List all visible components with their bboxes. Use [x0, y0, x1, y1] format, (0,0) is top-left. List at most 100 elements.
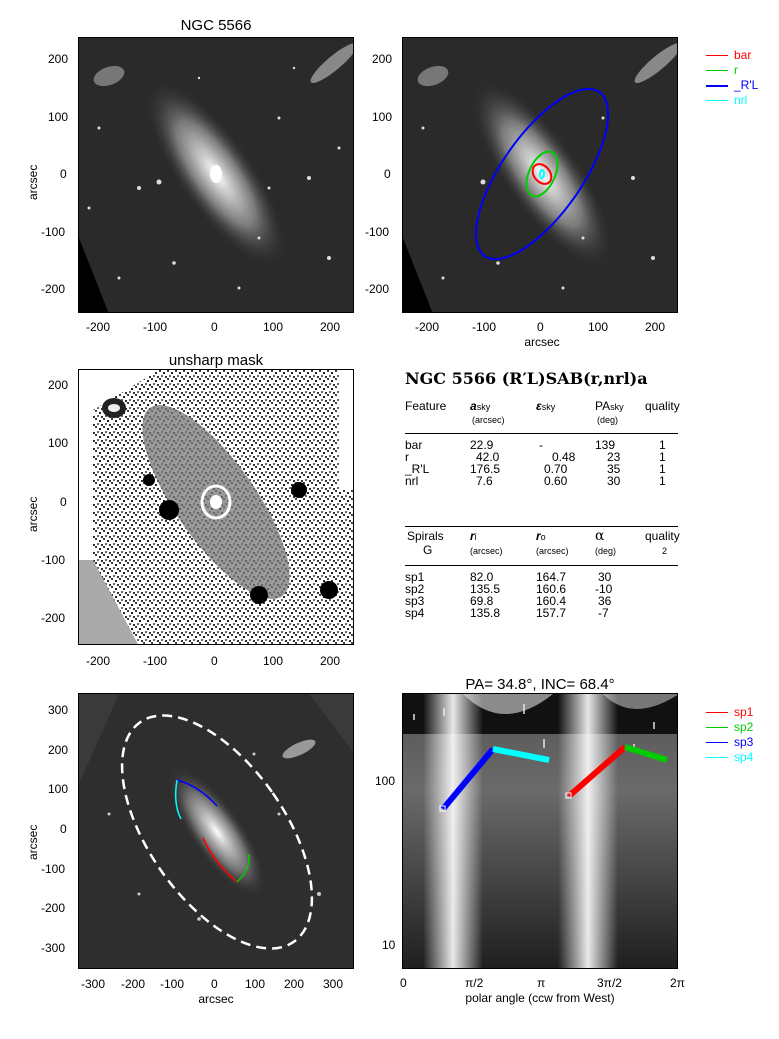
feature-pa: 23: [607, 450, 621, 464]
feature-a: 22.9: [470, 438, 494, 452]
pa-subscript: sky: [610, 402, 624, 412]
disk-outline-ellipse: [120, 714, 314, 950]
y-tick: 200: [372, 52, 393, 66]
feature-eps: 0.60: [544, 474, 568, 488]
x-tick: -200: [415, 320, 440, 334]
feature-name: bar: [405, 438, 423, 452]
spiral-name: sp2: [405, 582, 425, 596]
spiral-ro: 164.7: [536, 570, 567, 584]
star-field: [87, 66, 341, 290]
feature-pa: 139: [595, 438, 616, 452]
spiral-ro: 157.7: [536, 606, 567, 620]
feature-eps: 0.70: [544, 462, 568, 476]
y-axis-label: arcsec: [26, 496, 40, 532]
x-tick: 0: [400, 976, 407, 990]
x-tick: 0: [537, 320, 544, 334]
eps-symbol: ε: [536, 399, 542, 413]
col-header-quality: quality: [645, 529, 680, 543]
ellipse-R-L: [474, 87, 610, 261]
feature-quality: 1: [659, 462, 666, 476]
y-tick: -100: [41, 553, 66, 567]
col-unit-a: (arcsec): [472, 415, 505, 425]
feature-name: r: [405, 450, 409, 464]
feature-name: _R'L: [405, 462, 430, 476]
table-rule: [405, 526, 678, 527]
eps-subscript: sky: [541, 402, 556, 412]
ro-subscript: o: [540, 532, 546, 542]
y-tick: 300: [48, 703, 69, 717]
y-tick: -200: [365, 282, 390, 296]
feature-pa: 35: [607, 462, 621, 476]
x-tick: π/2: [465, 976, 484, 990]
spiral-ri: 135.5: [470, 582, 501, 596]
y-tick: -300: [41, 941, 66, 955]
y-tick: 100: [48, 782, 69, 796]
x-axis-label: arcsec: [198, 992, 234, 1006]
galaxy-ellipse-image: [403, 42, 677, 312]
x-tick: 100: [588, 320, 609, 334]
y-tick: 0: [384, 167, 391, 181]
y-tick: 100: [48, 110, 69, 124]
y-tick: 200: [48, 52, 69, 66]
x-axis-label: arcsec: [524, 335, 560, 349]
x-tick: -300: [81, 977, 106, 991]
y-tick: 100: [375, 774, 396, 788]
spiral-alpha: -7: [598, 606, 609, 620]
legend-label: bar: [734, 48, 752, 62]
col-header-ro: ro: [536, 530, 546, 543]
spiral-ri: 69.8: [470, 594, 494, 608]
spiral-ro: 160.4: [536, 594, 567, 608]
y-tick: -200: [41, 282, 66, 296]
classification-title: NGC 5566 (R′L)SAB(r,nrl)a: [405, 369, 648, 388]
feature-eps: 0.48: [552, 450, 576, 464]
legend-label: r: [734, 63, 738, 77]
galaxy-ellipse-fit-panel: [402, 37, 678, 313]
y-axis-label: arcsec: [26, 824, 40, 860]
spiral-arms-image: [79, 694, 353, 950]
x-tick: -100: [143, 320, 168, 334]
x-tick: 2π: [670, 976, 685, 990]
x-tick: 100: [245, 977, 266, 991]
spiral-arm-sp2: [236, 853, 250, 883]
col-header-quality: quality: [645, 399, 680, 413]
galaxy-image: [79, 42, 353, 312]
x-tick: 0: [211, 977, 218, 991]
spiral-ri: 82.0: [470, 570, 494, 584]
legend-label: sp3: [734, 735, 754, 749]
x-tick: 300: [323, 977, 344, 991]
ellipse-nrl: [539, 169, 545, 179]
polar-projection-image: [403, 694, 677, 968]
col-header-feature: Feature: [405, 399, 447, 413]
ellipse-bar: [531, 163, 553, 185]
spiral-alpha: 30: [598, 570, 612, 584]
col-header-alpha: α: [595, 528, 605, 544]
x-tick: -200: [86, 654, 111, 668]
x-tick: 100: [263, 654, 284, 668]
x-tick: -100: [472, 320, 497, 334]
panel-title-ngc5566: NGC 5566: [180, 17, 252, 34]
x-tick: 200: [645, 320, 666, 334]
spiral-name: sp3: [405, 594, 425, 608]
panel-title-pa-inc: PA= 34.8°, INC= 68.4°: [465, 676, 615, 693]
spiral-name: sp4: [405, 606, 425, 620]
a-subscript: sky: [476, 402, 491, 412]
spiral-quality-value: 2: [662, 546, 668, 556]
y-tick: 200: [48, 378, 69, 392]
feature-a: 42.0: [476, 450, 500, 464]
spiral-alpha: -10: [595, 582, 613, 596]
x-tick: -100: [160, 977, 185, 991]
a-symbol: a: [470, 399, 477, 413]
y-tick: -100: [41, 225, 66, 239]
col-unit-ri: (arcsec): [470, 546, 503, 556]
x-tick: π: [537, 976, 546, 990]
unsharp-mask-panel: [78, 369, 354, 645]
col-header-pa: PAsky: [595, 400, 624, 413]
x-tick: 0: [211, 320, 218, 334]
galaxy-image-panel: [78, 37, 354, 313]
x-tick: -200: [86, 320, 111, 334]
x-tick: -200: [121, 977, 146, 991]
y-tick: 200: [48, 743, 69, 757]
legend-label: nrl: [734, 93, 748, 107]
legend-label: sp1: [734, 705, 754, 719]
spiral-name: sp1: [405, 570, 425, 584]
